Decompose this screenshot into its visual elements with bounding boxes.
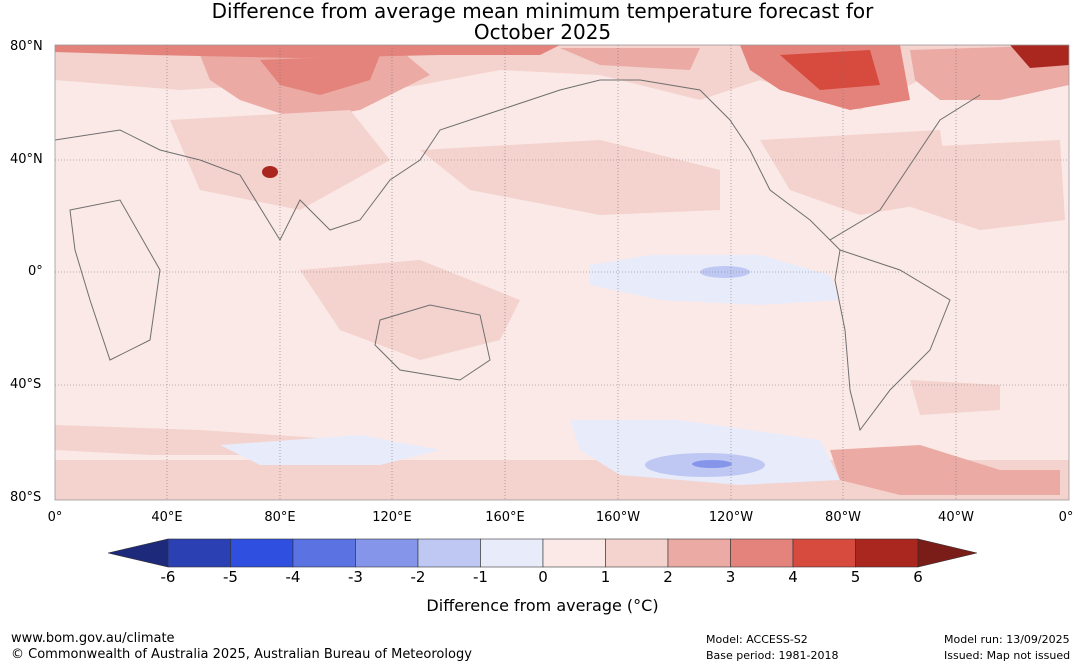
anomaly-region bbox=[910, 380, 1000, 415]
lat-label: 80°S bbox=[10, 490, 42, 505]
colorbar-swatch bbox=[855, 538, 919, 568]
lat-label: 40°N bbox=[10, 152, 43, 167]
anomaly-region bbox=[300, 260, 520, 360]
colorbar-tick-label: 2 bbox=[663, 568, 673, 586]
anomaly-region bbox=[1010, 45, 1069, 68]
colorbar-swatch bbox=[667, 538, 731, 568]
colorbar-tick-label: -2 bbox=[410, 568, 426, 586]
colorbar-swatch bbox=[230, 538, 294, 568]
graticule bbox=[55, 45, 1069, 500]
anomaly-region bbox=[590, 255, 840, 305]
lat-label: 80°N bbox=[10, 39, 43, 54]
anomaly-region bbox=[262, 166, 278, 178]
colorbar-extend-high bbox=[917, 538, 978, 568]
lat-label: 0° bbox=[28, 264, 43, 279]
colorbar-swatch bbox=[480, 538, 544, 568]
colorbar-swatch bbox=[792, 538, 856, 568]
colorbar-swatch bbox=[730, 538, 794, 568]
anomaly-region bbox=[420, 140, 720, 215]
anomaly-region bbox=[220, 435, 440, 465]
colorbar-tick-label: 4 bbox=[788, 568, 798, 586]
footer-url: www.bom.gov.au/climate bbox=[11, 631, 175, 646]
footer-base-period: Base period: 1981-2018 bbox=[706, 649, 839, 662]
anomaly-region bbox=[560, 48, 700, 70]
lon-label: 80°E bbox=[264, 510, 296, 525]
lon-label: 40°E bbox=[151, 510, 183, 525]
anomaly-region bbox=[830, 445, 1060, 495]
coastlines bbox=[55, 79, 981, 432]
lat-label: 40°S bbox=[10, 377, 42, 392]
colorbar-tick-label: 1 bbox=[600, 568, 611, 586]
colorbar-swatch bbox=[417, 538, 481, 568]
anomaly-region bbox=[570, 420, 840, 485]
anomaly-region bbox=[780, 50, 880, 90]
colorbar-swatch bbox=[292, 538, 356, 568]
colorbar-extend-low bbox=[107, 538, 169, 568]
footer-copyright: © Commonwealth of Australia 2025, Austra… bbox=[11, 647, 472, 662]
anomaly-region bbox=[55, 45, 560, 58]
colorbar-swatch bbox=[542, 538, 606, 568]
colorbar-tick-label: 6 bbox=[913, 568, 923, 586]
lon-label: 0° bbox=[1058, 510, 1074, 525]
colorbar bbox=[107, 538, 978, 568]
colorbar-title: Difference from average (°C) bbox=[426, 596, 659, 615]
lon-label: 40°W bbox=[938, 510, 974, 525]
colorbar-swatch bbox=[355, 538, 419, 568]
footer-model: Model: ACCESS-S2 bbox=[706, 633, 808, 646]
colorbar-tick-label: 0 bbox=[538, 568, 548, 586]
footer-model-run: Model run: 13/09/2025 bbox=[944, 633, 1070, 646]
colorbar-tick-label: -6 bbox=[160, 568, 176, 586]
lon-label: 0° bbox=[47, 510, 63, 525]
anomaly-region bbox=[692, 460, 732, 468]
lon-label: 80°W bbox=[825, 510, 861, 525]
footer-issued: Issued: Map not issued bbox=[944, 649, 1071, 662]
colorbar-swatch bbox=[605, 538, 669, 568]
colorbar-tick-label: -1 bbox=[473, 568, 488, 586]
colorbar-tick-label: 3 bbox=[725, 568, 736, 586]
colorbar-swatch bbox=[167, 538, 231, 568]
map-title-line-1: Difference from average mean minimum tem… bbox=[211, 0, 874, 23]
lon-label: 160°W bbox=[595, 510, 641, 525]
map-title-line-2: October 2025 bbox=[473, 20, 612, 44]
lon-label: 120°E bbox=[372, 510, 412, 525]
anomaly-region bbox=[260, 55, 380, 95]
map-frame bbox=[54, 44, 1070, 501]
colorbar-tick-label: -3 bbox=[348, 568, 363, 586]
colorbar-tick-label: -4 bbox=[285, 568, 301, 586]
colorbar-tick-label: -5 bbox=[223, 568, 238, 586]
lon-label: 120°W bbox=[708, 510, 754, 525]
anomaly-field bbox=[55, 45, 1069, 500]
lon-label: 160°E bbox=[485, 510, 525, 525]
colorbar-tick-label: 5 bbox=[850, 568, 861, 586]
